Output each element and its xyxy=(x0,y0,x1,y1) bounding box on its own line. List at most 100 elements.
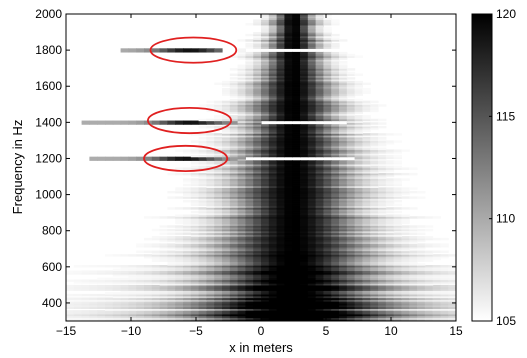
heatmap-cell xyxy=(424,304,434,308)
heatmap-cell xyxy=(97,315,106,318)
heatmap-cell xyxy=(300,181,309,185)
heatmap-cell xyxy=(378,190,387,194)
heatmap-cell xyxy=(409,317,418,320)
heatmap-cell xyxy=(229,176,239,179)
heatmap-cell xyxy=(354,140,363,143)
heatmap-cell xyxy=(253,257,262,261)
heatmap-cell xyxy=(393,304,402,308)
heatmap-cell xyxy=(97,317,106,320)
heatmap-cell xyxy=(339,221,348,225)
heatmap-cell xyxy=(284,255,293,259)
heatmap-cell xyxy=(66,288,75,291)
heatmap-cell xyxy=(307,317,317,320)
heatmap-cell xyxy=(198,180,207,183)
heatmap-cell xyxy=(292,281,301,284)
heatmap-cell xyxy=(354,284,363,288)
heatmap-cell xyxy=(229,190,239,194)
heatmap-cell xyxy=(144,319,153,321)
heatmap-cell xyxy=(276,207,285,210)
heatmap-cell xyxy=(417,237,426,241)
heatmap-cell xyxy=(292,107,301,111)
heatmap-cell xyxy=(245,255,254,259)
x-tick-label: 0 xyxy=(258,324,265,338)
heatmap-cell xyxy=(432,266,441,270)
heatmap-cell xyxy=(105,156,114,160)
heatmap-cell xyxy=(362,201,371,205)
heatmap-cell xyxy=(401,288,410,291)
heatmap-cell xyxy=(354,228,363,232)
heatmap-cell xyxy=(222,237,231,241)
heatmap-cell xyxy=(331,89,340,93)
heatmap-cell xyxy=(448,274,456,277)
heatmap-cell xyxy=(307,196,317,199)
heatmap-cell xyxy=(440,319,449,321)
heatmap-cell xyxy=(253,302,262,306)
heatmap-cell xyxy=(354,98,363,102)
heatmap-cell xyxy=(307,144,317,147)
heatmap-cell xyxy=(284,134,293,138)
heatmap-cell xyxy=(167,48,176,51)
heatmap-cell xyxy=(292,30,301,33)
heatmap-cell xyxy=(183,221,192,225)
heatmap-cell xyxy=(331,196,340,199)
heatmap-cell xyxy=(385,198,395,201)
heatmap-cell xyxy=(237,279,246,282)
heatmap-cell xyxy=(307,97,317,100)
heatmap-cell xyxy=(307,311,317,315)
heatmap-cell xyxy=(245,293,254,297)
heatmap-cell xyxy=(307,98,317,102)
heatmap-cell xyxy=(190,246,200,250)
heatmap-cell xyxy=(401,319,410,321)
heatmap-cell xyxy=(409,295,418,299)
heatmap-cell xyxy=(292,237,301,241)
heatmap-cell xyxy=(237,138,246,142)
heatmap-cell xyxy=(284,250,293,253)
heatmap-cell xyxy=(307,15,317,19)
heatmap-cell xyxy=(331,111,340,114)
heatmap-cell xyxy=(315,33,324,37)
heatmap-cell xyxy=(206,154,215,158)
heatmap-cell xyxy=(237,290,246,293)
heatmap-cell xyxy=(393,189,402,192)
heatmap-cell xyxy=(198,288,207,291)
heatmap-cell xyxy=(440,299,449,302)
heatmap-cell xyxy=(237,245,246,248)
heatmap-cell xyxy=(331,286,340,290)
heatmap-cell xyxy=(261,248,270,252)
heatmap-cell xyxy=(237,295,246,299)
heatmap-cell xyxy=(159,216,168,219)
heatmap-cell xyxy=(229,84,239,87)
heatmap-cell xyxy=(284,42,293,46)
heatmap-cell xyxy=(237,158,246,161)
heatmap-cell xyxy=(315,145,324,149)
heatmap-cell xyxy=(136,274,145,277)
heatmap-cell xyxy=(268,254,278,257)
heatmap-cell xyxy=(222,149,231,152)
heatmap-cell xyxy=(284,302,293,306)
heatmap-cell xyxy=(323,17,332,21)
heatmap-cell xyxy=(370,180,379,183)
heatmap-cell xyxy=(307,93,317,96)
heatmap-cell xyxy=(190,239,200,243)
heatmap-cell xyxy=(245,297,254,300)
heatmap-cell xyxy=(214,216,223,219)
heatmap-cell xyxy=(307,277,317,281)
heatmap-cell xyxy=(144,268,153,272)
heatmap-cell xyxy=(206,169,215,172)
heatmap-cell xyxy=(237,246,246,250)
heatmap-cell xyxy=(214,290,223,293)
heatmap-cell xyxy=(276,200,285,203)
heatmap-cell xyxy=(292,42,301,46)
heatmap-cell xyxy=(214,140,223,143)
heatmap-cell xyxy=(346,277,356,281)
heatmap-cell xyxy=(253,259,262,263)
heatmap-cell xyxy=(245,241,254,244)
heatmap-cell xyxy=(440,293,449,297)
heatmap-cell xyxy=(237,297,246,300)
heatmap-cell xyxy=(323,250,332,253)
heatmap-cell xyxy=(229,317,239,320)
heatmap-cell xyxy=(331,230,340,234)
heatmap-cell xyxy=(229,162,239,165)
heatmap-cell xyxy=(276,51,285,55)
